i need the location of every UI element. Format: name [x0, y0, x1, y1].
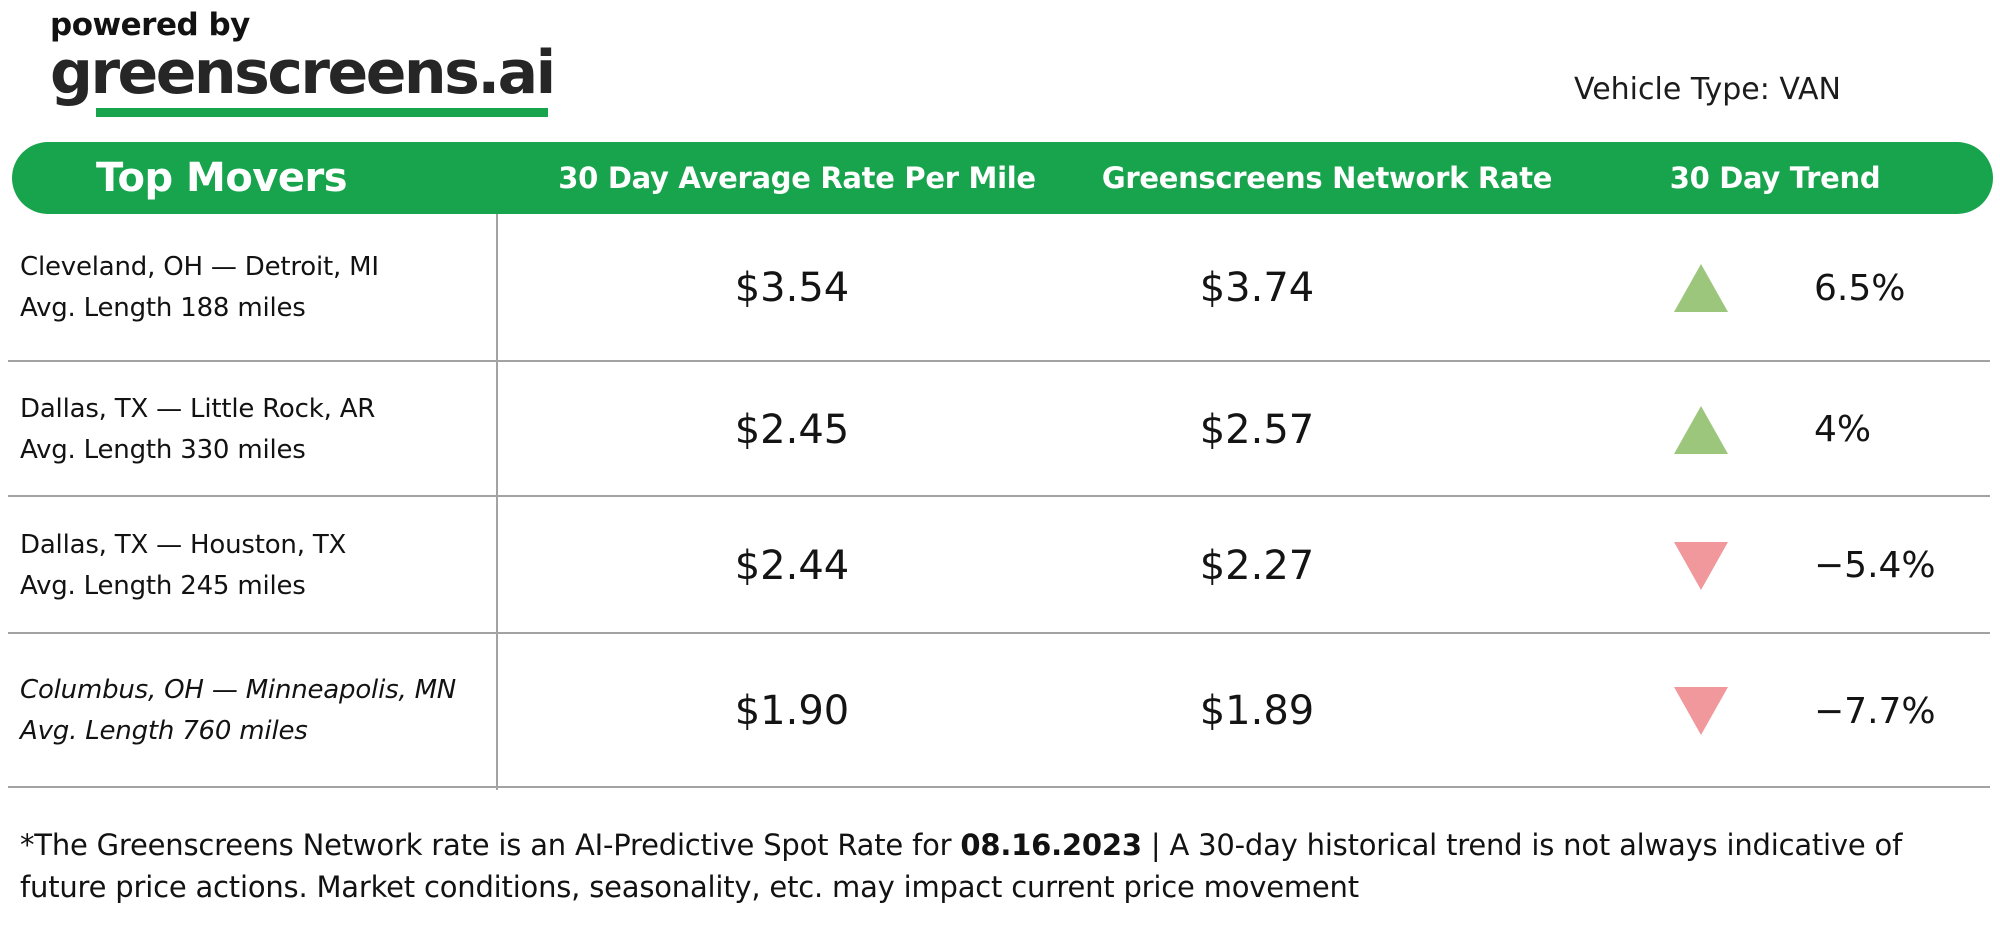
trend-up-triangle-icon: [1674, 405, 1728, 454]
network-rate-value: $1.89: [1199, 688, 1315, 734]
column-header-network-rate: Greenscreens Network Rate: [1101, 161, 1553, 195]
trend-cell: 4%: [1427, 405, 2000, 454]
trend-down-triangle-icon: [1674, 687, 1728, 735]
trend-percent: −5.4%: [1814, 545, 1936, 586]
trend-cell: 6.5%: [1427, 264, 2000, 312]
lane-length: Avg. Length 245 miles: [20, 570, 306, 601]
brand-name: greenscreens.ai: [50, 38, 556, 109]
lane-length: Avg. Length 330 miles: [20, 434, 306, 465]
avg-rate-value: $2.45: [734, 406, 850, 453]
trend-cell: −5.4%: [1427, 541, 2000, 590]
column-header-avg-rate: 30 Day Average Rate Per Mile: [558, 161, 1036, 195]
column-divider: [496, 214, 498, 790]
trend-down-triangle-icon: [1674, 541, 1728, 590]
network-rate-value: $2.57: [1199, 406, 1315, 453]
lane-name: Cleveland, OH — Detroit, MI: [20, 252, 379, 282]
footnote-part1: *The Greenscreens Network rate is an AI-…: [20, 828, 961, 862]
lane-length: Avg. Length 188 miles: [20, 293, 306, 323]
vehicle-type-label: Vehicle Type: VAN: [1574, 72, 1841, 107]
trend-percent: 4%: [1814, 409, 1872, 450]
table-row: Dallas, TX — Little Rock, AR Avg. Length…: [0, 362, 2000, 497]
lane-cell: Dallas, TX — Houston, TX Avg. Length 245…: [0, 525, 497, 607]
footnote-date: 08.16.2023: [960, 828, 1142, 862]
lane-cell: Cleveland, OH — Detroit, MI Avg. Length …: [0, 247, 497, 329]
lane-cell: Dallas, TX — Little Rock, AR Avg. Length…: [0, 389, 497, 471]
avg-rate-value: $2.44: [734, 542, 850, 589]
table-body: Cleveland, OH — Detroit, MI Avg. Length …: [0, 214, 2000, 788]
footnote: *The Greenscreens Network rate is an AI-…: [20, 824, 1965, 908]
trend-cell: −7.7%: [1427, 687, 2000, 735]
table-row: Dallas, TX — Houston, TX Avg. Length 245…: [0, 497, 2000, 634]
brand-underline: [96, 108, 548, 118]
footnote-part2: | A 30-day historical trend is not alway…: [20, 828, 1903, 905]
network-rate-value: $3.74: [1199, 265, 1315, 311]
trend-percent: 6.5%: [1814, 267, 1906, 309]
lane-length: Avg. Length 760 miles: [20, 716, 308, 746]
network-rate-value: $2.27: [1199, 542, 1315, 589]
powered-by-text: powered by: [50, 7, 250, 43]
table-row: Cleveland, OH — Detroit, MI Avg. Length …: [0, 214, 2000, 362]
trend-up-triangle-icon: [1674, 264, 1728, 312]
lane-name: Dallas, TX — Little Rock, AR: [20, 393, 376, 424]
lane-name: Columbus, OH — Minneapolis, MN: [20, 675, 457, 705]
lane-cell: Columbus, OH — Minneapolis, MN Avg. Leng…: [0, 670, 497, 752]
column-header-trend: 30 Day Trend: [1669, 161, 1881, 195]
greenscreens-logo: powered by greenscreens.ai: [50, 7, 556, 118]
table-header-bar: Top Movers 30 Day Average Rate Per Mile …: [12, 142, 1993, 214]
trend-percent: −7.7%: [1814, 690, 1936, 732]
avg-rate-value: $3.54: [734, 265, 850, 311]
avg-rate-value: $1.90: [734, 688, 850, 734]
column-header-top-movers: Top Movers: [96, 155, 348, 201]
table-row: Columbus, OH — Minneapolis, MN Avg. Leng…: [0, 634, 2000, 788]
lane-name: Dallas, TX — Houston, TX: [20, 529, 347, 560]
